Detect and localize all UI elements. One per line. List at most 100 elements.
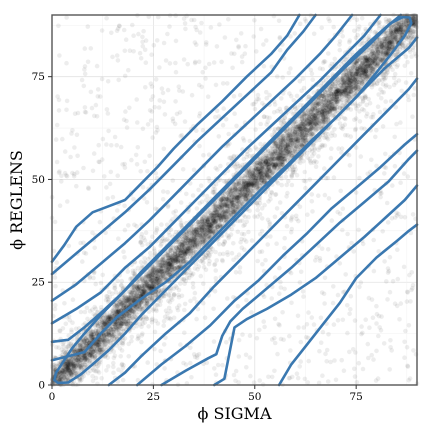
data-point [120, 342, 126, 347]
data-point [212, 261, 218, 267]
data-point [206, 223, 212, 229]
data-point [409, 270, 415, 275]
data-point [353, 103, 359, 108]
data-point [222, 35, 228, 40]
data-point [332, 358, 337, 363]
data-point [390, 278, 396, 284]
data-point [325, 175, 331, 181]
data-point [375, 81, 380, 86]
data-point [54, 122, 60, 128]
data-point [314, 103, 319, 108]
data-point [387, 43, 392, 49]
data-point [347, 311, 352, 317]
data-point [227, 204, 232, 209]
data-point [201, 153, 206, 158]
data-point [89, 105, 95, 111]
data-point [393, 32, 398, 37]
data-point [251, 101, 257, 107]
data-point [330, 300, 336, 306]
data-point [399, 32, 405, 37]
data-point [356, 227, 361, 233]
data-point [71, 171, 77, 177]
data-point [371, 268, 377, 274]
data-point [105, 364, 111, 369]
data-point [156, 279, 161, 284]
data-point [147, 108, 153, 113]
data-point [345, 303, 350, 308]
data-point [404, 17, 410, 23]
data-point [220, 81, 226, 86]
data-point [335, 209, 341, 215]
data-point [180, 89, 186, 94]
data-point [394, 121, 399, 127]
data-point [234, 37, 239, 43]
data-point [301, 294, 306, 299]
data-point [237, 265, 243, 270]
data-point [363, 26, 368, 32]
data-point [286, 376, 292, 381]
data-point [110, 54, 115, 60]
data-point [269, 337, 275, 342]
data-point [379, 190, 384, 196]
data-point [366, 295, 372, 301]
data-point [136, 31, 141, 37]
data-point [236, 337, 242, 343]
data-point [104, 15, 109, 21]
data-point [100, 343, 106, 348]
data-point [220, 362, 225, 368]
data-point [280, 310, 285, 315]
data-point [305, 335, 311, 341]
data-point [267, 222, 273, 227]
data-point [272, 340, 278, 346]
data-point [257, 327, 262, 333]
data-point [211, 60, 217, 65]
data-point [181, 277, 187, 282]
data-point [116, 324, 122, 329]
data-point [388, 98, 394, 104]
data-point [163, 58, 169, 63]
data-point [105, 196, 110, 201]
data-point [153, 171, 159, 176]
data-point [331, 284, 336, 289]
data-point [183, 362, 189, 367]
data-point [123, 37, 129, 42]
data-point [231, 257, 236, 263]
data-point [219, 59, 224, 65]
data-point [310, 209, 315, 214]
data-point [178, 342, 183, 347]
data-point [153, 230, 159, 235]
data-point [251, 34, 256, 39]
data-point [395, 276, 401, 282]
data-point [272, 163, 277, 169]
data-point [74, 170, 80, 175]
data-point [306, 358, 312, 364]
data-point [378, 194, 383, 200]
data-point [214, 108, 220, 114]
data-point [122, 73, 128, 79]
data-point [356, 24, 362, 29]
data-point [240, 136, 246, 141]
data-point [297, 21, 303, 27]
data-point [114, 325, 119, 331]
data-point [355, 32, 361, 38]
data-point [310, 130, 315, 136]
data-point [276, 162, 282, 168]
data-point [192, 60, 198, 66]
data-point [371, 237, 377, 243]
data-point [139, 231, 145, 237]
data-point [368, 115, 374, 120]
data-point [221, 195, 227, 201]
data-point [55, 94, 60, 99]
data-point [272, 275, 278, 280]
data-point [145, 168, 150, 174]
data-point [119, 362, 125, 368]
data-point [309, 199, 315, 204]
data-point [380, 124, 386, 129]
data-point [138, 240, 143, 245]
data-point [224, 201, 230, 207]
data-point [405, 364, 411, 369]
data-point [162, 366, 167, 371]
data-point [326, 51, 331, 56]
data-point [395, 247, 400, 252]
data-point [347, 349, 352, 355]
